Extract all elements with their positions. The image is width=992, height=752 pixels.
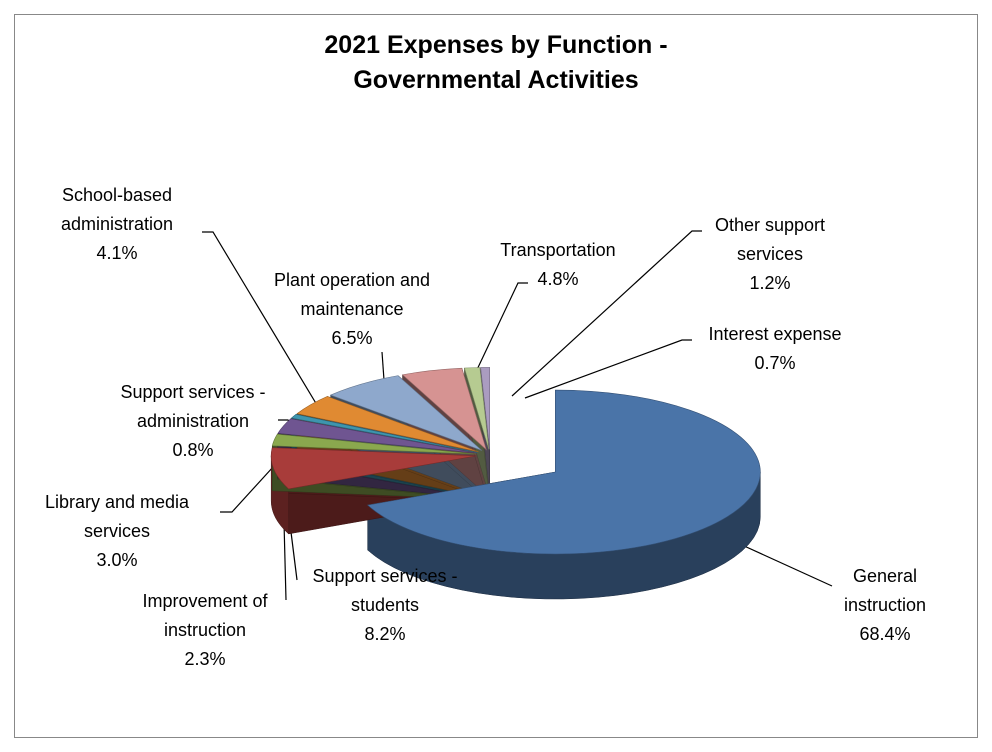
pie-slice [270, 447, 477, 490]
slice-label: Library and media services 3.0% [32, 488, 202, 575]
category-label: Interest expense [708, 324, 842, 344]
pie-tops [270, 367, 761, 555]
value-label: 0.8% [172, 440, 214, 460]
chart-frame [14, 14, 978, 738]
pie-slice [367, 389, 761, 555]
slice-label: Improvement of instruction 2.3% [130, 587, 280, 674]
leader-line [741, 544, 833, 587]
pie-slice [401, 367, 487, 451]
pie-slice [329, 375, 483, 451]
leader-line [220, 454, 285, 513]
slice-label: School-based administration 4.1% [42, 181, 192, 268]
value-label: 68.4% [859, 624, 911, 644]
pie-slice [480, 367, 490, 450]
value-label: 4.1% [96, 243, 138, 263]
slice-label: Plant operation and maintenance 6.5% [270, 266, 435, 353]
category-label: General instruction [843, 566, 927, 615]
value-label: 0.7% [754, 353, 796, 373]
category-label: Support services - administration [120, 382, 266, 431]
pie-slice [290, 414, 478, 453]
category-label: Library and media services [44, 492, 190, 541]
value-label: 4.8% [537, 269, 579, 289]
chart-title-text: 2021 Expenses by Function - Governmental… [324, 31, 668, 94]
slice-label: Support services - students 8.2% [298, 562, 473, 649]
leader-line [511, 230, 702, 397]
value-label: 8.2% [364, 624, 406, 644]
category-label: School-based administration [60, 185, 174, 234]
value-label: 2.3% [184, 649, 226, 669]
slice-label: Support services - administration 0.8% [106, 378, 281, 465]
pie-slice [464, 367, 490, 450]
leader-line [202, 231, 327, 421]
category-label: Other support services [714, 215, 826, 264]
chart-title: 2021 Expenses by Function - Governmental… [0, 28, 992, 98]
value-label: 6.5% [331, 328, 373, 348]
leader-line [464, 282, 528, 396]
leader-line [283, 521, 287, 601]
category-label: Plant operation and maintenance [273, 270, 431, 319]
value-label: 1.2% [749, 273, 791, 293]
leader-line [524, 339, 692, 399]
category-label: Transportation [500, 240, 616, 260]
pie-slice [277, 418, 477, 454]
category-label: Support services - students [312, 566, 458, 615]
slice-label: Interest expense 0.7% [675, 320, 875, 378]
value-label: 3.0% [96, 550, 138, 570]
slice-label: General instruction 68.4% [830, 562, 940, 649]
category-label: Improvement of instruction [142, 591, 268, 640]
slice-label: Other support services 1.2% [703, 211, 838, 298]
pie-slice [271, 433, 477, 455]
pie-slice [296, 396, 479, 453]
slice-label: Transportation 4.8% [458, 236, 658, 294]
